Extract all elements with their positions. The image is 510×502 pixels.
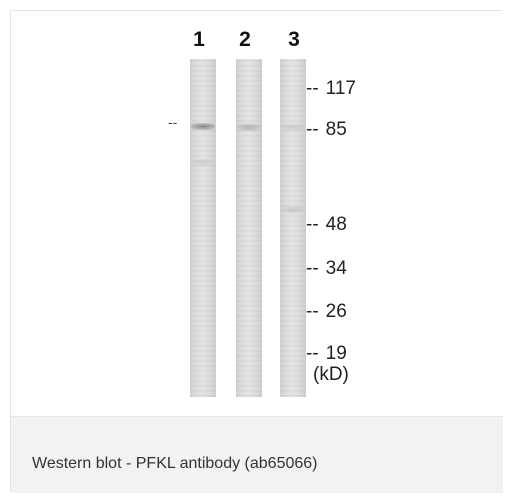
caption-bar: Western blot - PFKL antibody (ab65066) [11,416,503,493]
figure-card: 1 2 3 -- -- 117 -- 85 -- 48 -- 34 -- 26 [10,10,503,493]
blot-lane-2 [236,59,262,397]
mw-marker-85: -- 85 [306,119,347,140]
band-lane-1-faint [191,159,215,166]
figure-caption: Western blot - PFKL antibody (ab65066) [32,455,318,472]
band-lane-3-85kd [281,124,305,131]
band-lane-1-85kd [191,123,215,130]
blot-lane-1 [190,59,216,397]
lane-label-1: 1 [193,28,205,51]
mw-marker-117: -- 117 [306,78,356,99]
mw-marker-26: -- 26 [306,301,347,322]
mw-marker-48: -- 48 [306,214,347,235]
mw-marker-19: -- 19 [306,343,347,364]
band-lane-2-85kd [237,124,261,131]
western-blot-image: 1 2 3 -- -- 117 -- 85 -- 48 -- 34 -- 26 [11,11,503,416]
lane-label-2: 2 [239,28,251,51]
band-lane-3-lower [281,206,305,213]
lane-label-3: 3 [288,28,300,51]
unit-label: (kD) [313,364,349,385]
blot-lane-3 [280,59,306,397]
band-pointer: -- [168,114,178,130]
mw-marker-34: -- 34 [306,258,347,279]
